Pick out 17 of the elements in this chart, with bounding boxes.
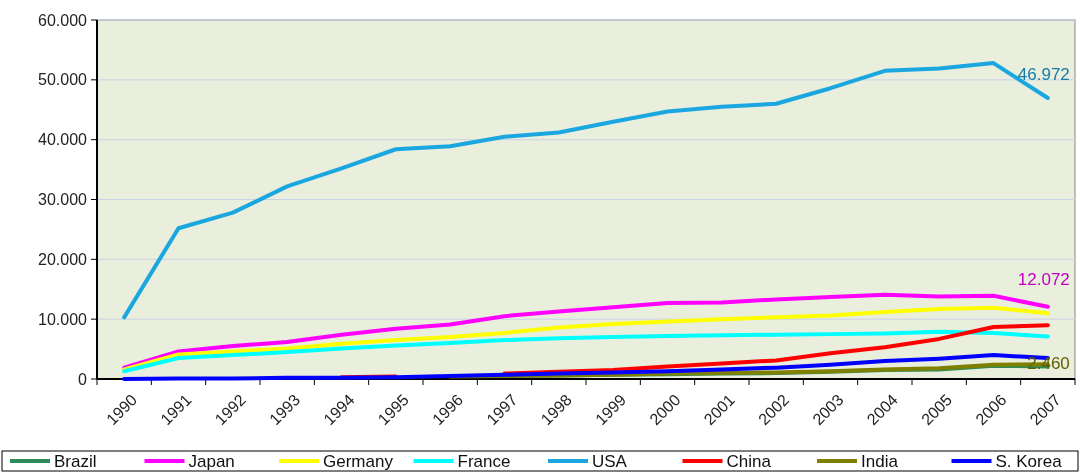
legend-label: Japan — [188, 451, 235, 471]
y-tick-label: 30.000 — [38, 191, 88, 209]
legend-label: India — [861, 451, 899, 471]
legend-label: USA — [592, 451, 628, 471]
y-tick-label: 0 — [78, 370, 88, 388]
legend-label: France — [457, 451, 511, 471]
legend-label: Brazil — [54, 451, 97, 471]
y-tick-label: 10.000 — [38, 310, 88, 328]
y-tick-label: 20.000 — [38, 250, 88, 268]
legend-label: S. Korea — [995, 451, 1063, 471]
legend-label: Germany — [323, 451, 394, 471]
y-tick-label: 60.000 — [38, 11, 88, 29]
data-label: 12.072 — [1017, 269, 1070, 289]
y-tick-label: 40.000 — [38, 131, 88, 149]
legend-label: China — [726, 451, 772, 471]
data-label: 46.972 — [1017, 64, 1070, 84]
y-tick-label: 50.000 — [38, 71, 88, 89]
